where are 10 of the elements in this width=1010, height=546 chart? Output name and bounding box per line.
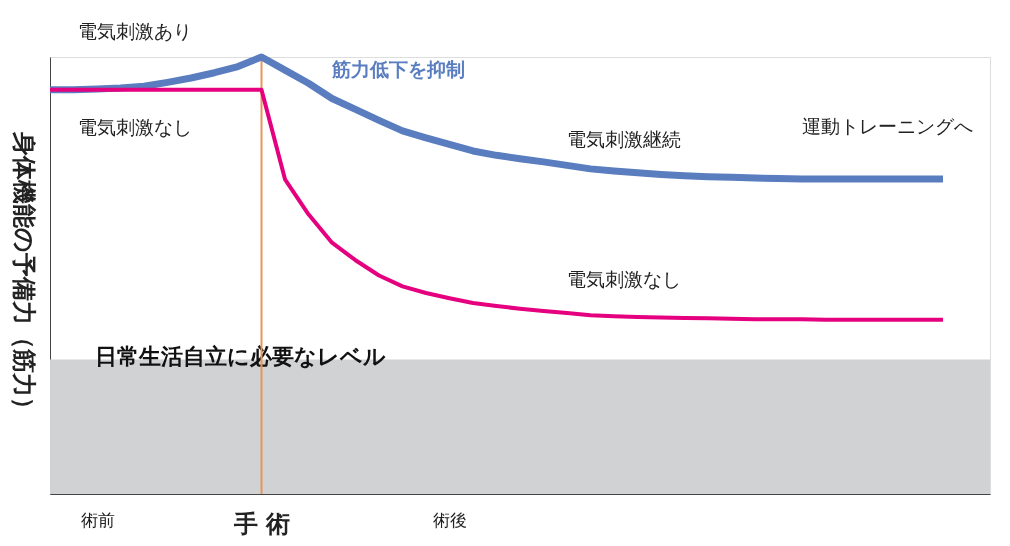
annotation: 電気刺激なし bbox=[567, 267, 681, 290]
x-tick-label: 手 術 bbox=[232, 509, 291, 538]
x-tick-label: 術前 bbox=[80, 509, 115, 530]
y-axis-title: 身体機能の予備力（筋力） bbox=[9, 130, 38, 421]
series-label: 電気刺激あり bbox=[78, 19, 192, 42]
annotation: 運動トレーニングへ bbox=[802, 114, 973, 137]
x-tick-label: 術後 bbox=[433, 509, 467, 530]
annotation: 筋力低下を抑制 bbox=[331, 58, 465, 81]
series-label: 電気刺激なし bbox=[78, 115, 192, 138]
annotation: 電気刺激継続 bbox=[567, 128, 681, 151]
